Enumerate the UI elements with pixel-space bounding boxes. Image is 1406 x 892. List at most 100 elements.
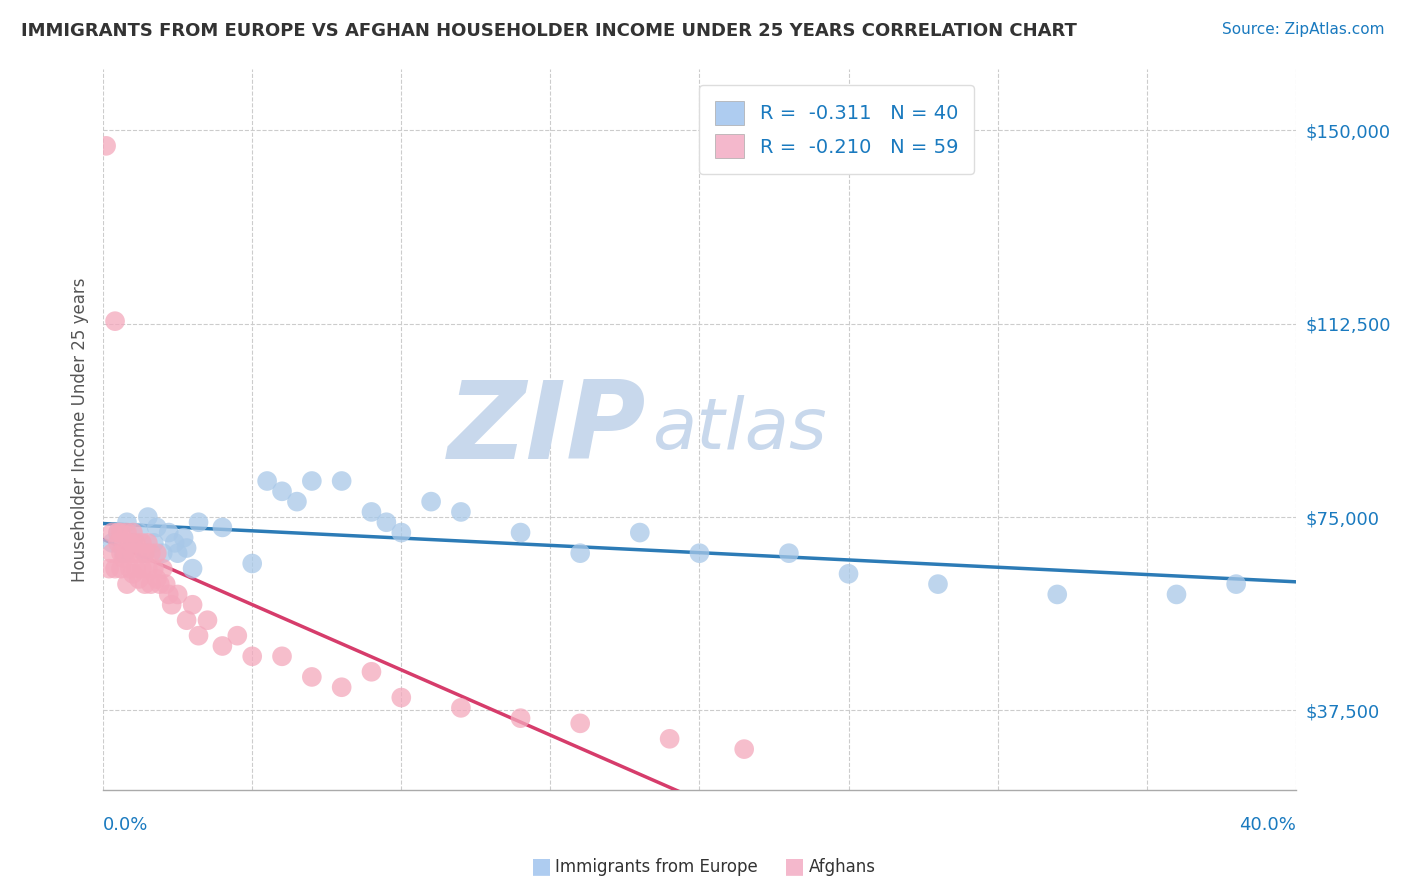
Point bbox=[128, 546, 150, 560]
Point bbox=[166, 587, 188, 601]
Point bbox=[187, 629, 209, 643]
Point bbox=[1225, 577, 1247, 591]
Point bbox=[152, 546, 174, 560]
Point bbox=[112, 546, 135, 560]
Point bbox=[389, 690, 412, 705]
Point bbox=[157, 525, 180, 540]
Point bbox=[118, 536, 141, 550]
Point bbox=[420, 494, 443, 508]
Point bbox=[110, 525, 132, 540]
Y-axis label: Householder Income Under 25 years: Householder Income Under 25 years bbox=[72, 277, 89, 582]
Point bbox=[142, 562, 165, 576]
Point bbox=[509, 525, 531, 540]
Point bbox=[122, 546, 145, 560]
Point bbox=[163, 536, 186, 550]
Point bbox=[149, 577, 172, 591]
Point bbox=[271, 484, 294, 499]
Point bbox=[115, 525, 138, 540]
Point bbox=[112, 551, 135, 566]
Point bbox=[389, 525, 412, 540]
Point bbox=[173, 531, 195, 545]
Point bbox=[136, 536, 159, 550]
Point bbox=[271, 649, 294, 664]
Point bbox=[181, 598, 204, 612]
Point bbox=[240, 557, 263, 571]
Text: ■: ■ bbox=[531, 856, 551, 876]
Point bbox=[838, 566, 860, 581]
Point bbox=[187, 515, 209, 529]
Point bbox=[131, 536, 153, 550]
Point bbox=[256, 474, 278, 488]
Text: atlas: atlas bbox=[652, 395, 827, 464]
Point bbox=[301, 474, 323, 488]
Text: Afghans: Afghans bbox=[808, 858, 876, 876]
Point bbox=[131, 562, 153, 576]
Point bbox=[176, 613, 198, 627]
Point bbox=[360, 665, 382, 679]
Point bbox=[101, 546, 124, 560]
Point bbox=[450, 701, 472, 715]
Point bbox=[94, 139, 117, 153]
Point bbox=[139, 577, 162, 591]
Point bbox=[166, 546, 188, 560]
Point bbox=[118, 562, 141, 576]
Point bbox=[330, 474, 353, 488]
Text: Immigrants from Europe: Immigrants from Europe bbox=[555, 858, 758, 876]
Point bbox=[1046, 587, 1069, 601]
Point bbox=[134, 546, 156, 560]
Point bbox=[122, 566, 145, 581]
Point bbox=[101, 536, 124, 550]
Point bbox=[128, 572, 150, 586]
Point bbox=[107, 525, 129, 540]
Point bbox=[101, 525, 124, 540]
Point bbox=[134, 577, 156, 591]
Point bbox=[98, 562, 121, 576]
Point bbox=[628, 525, 651, 540]
Point bbox=[112, 536, 135, 550]
Point bbox=[110, 562, 132, 576]
Text: 0.0%: 0.0% bbox=[103, 815, 149, 834]
Point bbox=[142, 536, 165, 550]
Text: 40.0%: 40.0% bbox=[1239, 815, 1296, 834]
Point bbox=[688, 546, 710, 560]
Text: ZIP: ZIP bbox=[447, 376, 645, 483]
Point bbox=[152, 562, 174, 576]
Point bbox=[927, 577, 949, 591]
Point bbox=[115, 515, 138, 529]
Point bbox=[136, 510, 159, 524]
Point bbox=[110, 546, 132, 560]
Point bbox=[125, 562, 148, 576]
Point bbox=[450, 505, 472, 519]
Point bbox=[136, 562, 159, 576]
Point bbox=[330, 680, 353, 694]
Point bbox=[181, 562, 204, 576]
Point bbox=[360, 505, 382, 519]
Legend: R =  -0.311   N = 40, R =  -0.210   N = 59: R = -0.311 N = 40, R = -0.210 N = 59 bbox=[699, 86, 974, 174]
Point bbox=[122, 536, 145, 550]
Point bbox=[569, 546, 592, 560]
Point bbox=[146, 546, 169, 560]
Text: ■: ■ bbox=[785, 856, 804, 876]
Point bbox=[211, 520, 233, 534]
Point bbox=[226, 629, 249, 643]
Point bbox=[375, 515, 398, 529]
Point bbox=[658, 731, 681, 746]
Point bbox=[160, 598, 183, 612]
Point bbox=[197, 613, 219, 627]
Point bbox=[128, 525, 150, 540]
Point bbox=[509, 711, 531, 725]
Point bbox=[1166, 587, 1188, 601]
Point bbox=[115, 546, 138, 560]
Point bbox=[285, 494, 308, 508]
Point bbox=[125, 536, 148, 550]
Point bbox=[569, 716, 592, 731]
Point bbox=[211, 639, 233, 653]
Point bbox=[778, 546, 800, 560]
Point bbox=[155, 577, 177, 591]
Point bbox=[122, 525, 145, 540]
Point bbox=[139, 546, 162, 560]
Point bbox=[146, 572, 169, 586]
Point bbox=[146, 520, 169, 534]
Point bbox=[301, 670, 323, 684]
Point bbox=[107, 525, 129, 540]
